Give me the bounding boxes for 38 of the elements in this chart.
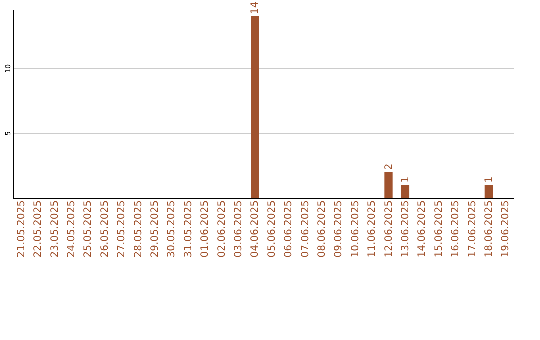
- x-tick-label: 13.06.2025: [400, 200, 412, 258]
- x-tick-label: 21.05.2025: [16, 200, 28, 258]
- x-tick-label: 14.06.2025: [417, 200, 428, 258]
- x-tick-label: 09.06.2025: [334, 200, 345, 258]
- x-tick-label: 01.06.2025: [200, 200, 212, 258]
- data-label: 14: [250, 2, 262, 14]
- x-tick-label: 22.05.2025: [33, 200, 44, 258]
- bar: [251, 16, 260, 198]
- x-tick-label: 11.06.2025: [367, 200, 378, 258]
- x-tick-label: 27.05.2025: [116, 200, 128, 258]
- x-tick-label: 29.05.2025: [150, 200, 161, 258]
- x-tick-label: 02.06.2025: [216, 200, 228, 258]
- x-tick-label: 03.06.2025: [233, 200, 244, 258]
- data-label: 2: [384, 164, 395, 170]
- x-tick-label: 25.05.2025: [83, 200, 94, 258]
- data-label: 1: [400, 176, 412, 184]
- bar: [401, 185, 410, 198]
- x-tick-label: 05.06.2025: [266, 200, 278, 258]
- x-tick-label: 12.06.2025: [384, 200, 395, 258]
- x-tick-label: 15.06.2025: [434, 200, 445, 258]
- x-tick-label: 07.06.2025: [300, 200, 312, 258]
- x-tick-label: 26.05.2025: [100, 200, 111, 258]
- x-tick-label: 23.05.2025: [50, 200, 61, 258]
- bar: [484, 185, 494, 198]
- x-tick-label: 31.05.2025: [183, 200, 194, 258]
- x-tick-label: 17.06.2025: [467, 200, 478, 258]
- x-tick-label: 08.06.2025: [316, 200, 328, 258]
- bar: [384, 172, 393, 198]
- x-tick-label: 18.06.2025: [484, 200, 495, 258]
- data-label: 1: [484, 176, 495, 184]
- x-tick-label: 30.05.2025: [166, 200, 178, 258]
- x-tick-label: 06.06.2025: [284, 200, 295, 258]
- x-tick-label: 19.06.2025: [500, 200, 512, 258]
- x-tick-label: 28.05.2025: [133, 200, 144, 258]
- x-tick-label: 10.06.2025: [350, 200, 362, 258]
- x-tick-label: 16.06.2025: [450, 200, 462, 258]
- x-tick-label: 04.06.2025: [250, 200, 262, 258]
- x-tick-label: 24.05.2025: [66, 200, 78, 258]
